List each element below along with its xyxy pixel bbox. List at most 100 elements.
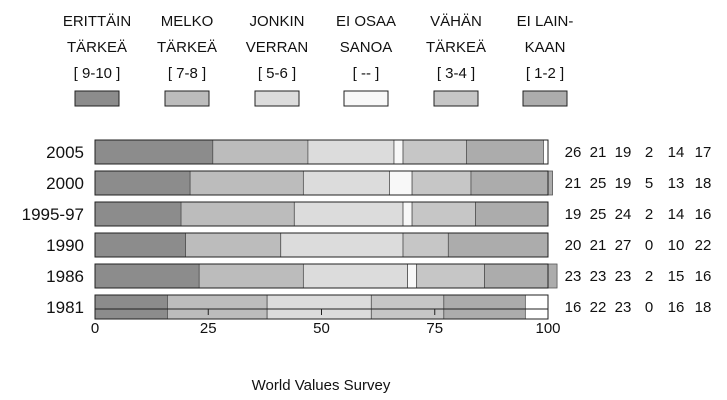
x-tick-label: 25 <box>200 320 217 337</box>
data-label: 23 <box>615 299 632 316</box>
data-label: 27 <box>615 237 632 254</box>
data-label: 25 <box>590 206 607 223</box>
data-label: 19 <box>615 175 632 192</box>
data-label: 15 <box>668 268 685 285</box>
category-label: 2000 <box>46 174 84 193</box>
bar-segment <box>389 170 413 196</box>
bar-segment <box>407 263 418 289</box>
legend-swatch <box>254 90 300 107</box>
bar-segment <box>180 201 295 227</box>
legend-label-line: VERRAN <box>246 39 309 56</box>
bar-segment <box>94 232 186 258</box>
data-label: 20 <box>565 237 582 254</box>
data-label: 16 <box>695 268 712 285</box>
legend-label-line: TÄRKEÄ <box>157 39 217 56</box>
x-tick-label: 75 <box>426 320 443 337</box>
bar-segment <box>185 232 282 258</box>
legend-label-line: EI LAIN- <box>517 13 574 30</box>
data-label: 21 <box>590 144 607 161</box>
bar-segment <box>280 232 404 258</box>
data-label: 18 <box>695 299 712 316</box>
data-label: 17 <box>695 144 712 161</box>
data-label: 5 <box>645 175 653 192</box>
bar-segment <box>411 201 476 227</box>
data-label: 24 <box>615 206 632 223</box>
bar-outline <box>94 263 549 289</box>
data-label: 23 <box>590 268 607 285</box>
data-label: 22 <box>695 237 712 254</box>
bar-segment <box>475 201 549 227</box>
legend-label-line: TÄRKEÄ <box>426 39 486 56</box>
category-label: 1981 <box>46 298 84 317</box>
data-label: 2 <box>645 144 653 161</box>
legend-label-line: [ 1-2 ] <box>526 65 564 82</box>
bar-segment <box>370 294 445 320</box>
bar-segment <box>402 232 449 258</box>
legend-label-line: VÄHÄN <box>430 13 482 30</box>
bar-segment <box>416 263 485 289</box>
legend-swatch <box>74 90 120 107</box>
data-label: 19 <box>565 206 582 223</box>
data-label: 19 <box>615 144 632 161</box>
data-label: 16 <box>565 299 582 316</box>
legend-label-line: [ 3-4 ] <box>437 65 475 82</box>
legend-label-line: SANOA <box>340 39 393 56</box>
bar-segment <box>402 139 467 165</box>
bar-segment <box>94 139 214 165</box>
bar-segment <box>266 294 372 320</box>
category-label: 1986 <box>46 267 84 286</box>
legend-label-line: KAAN <box>525 39 566 56</box>
bar-segment <box>447 232 549 258</box>
category-label: 1990 <box>46 236 84 255</box>
bar-segment <box>198 263 304 289</box>
bar-segment <box>443 294 526 320</box>
category-label: 1995-97 <box>22 205 84 224</box>
data-label: 18 <box>695 175 712 192</box>
data-label: 23 <box>565 268 582 285</box>
data-label: 0 <box>645 299 653 316</box>
data-label: 10 <box>668 237 685 254</box>
data-label: 16 <box>668 299 685 316</box>
legend-label-line: JONKIN <box>249 13 304 30</box>
bar-segment <box>466 139 544 165</box>
data-label: 13 <box>668 175 685 192</box>
bar-segment <box>293 201 404 227</box>
legend-label-line: [ -- ] <box>353 65 380 82</box>
x-axis-title: World Values Survey <box>252 377 391 394</box>
x-tick-label: 50 <box>313 320 330 337</box>
data-label: 16 <box>695 206 712 223</box>
bar-segment <box>302 170 390 196</box>
data-label: 14 <box>668 206 685 223</box>
data-label: 14 <box>668 144 685 161</box>
legend-label-line: [ 9-10 ] <box>74 65 121 82</box>
legend-swatch <box>522 90 568 107</box>
bar-segment <box>411 170 472 196</box>
x-tick-label: 100 <box>535 320 560 337</box>
bar-segment <box>94 294 168 320</box>
legend-label-line: EI OSAA <box>336 13 396 30</box>
bar-outline <box>94 294 549 320</box>
bar-outline <box>94 232 549 258</box>
legend-label-line: [ 5-6 ] <box>258 65 296 82</box>
data-label: 22 <box>590 299 607 316</box>
data-label: 25 <box>590 175 607 192</box>
legend-swatch <box>343 90 389 107</box>
data-label: 0 <box>645 237 653 254</box>
legend-swatch <box>433 90 479 107</box>
bar-segment <box>470 170 553 196</box>
legend-label-line: TÄRKEÄ <box>67 39 127 56</box>
data-label: 21 <box>590 237 607 254</box>
bar-outline <box>94 201 549 227</box>
data-label: 21 <box>565 175 582 192</box>
bar-segment <box>484 263 558 289</box>
bar-segment <box>402 201 413 227</box>
bar-segment <box>94 170 191 196</box>
bar-segment <box>189 170 304 196</box>
bar-segment <box>393 139 404 165</box>
x-tick-label: 0 <box>91 320 99 337</box>
bar-segment <box>302 263 408 289</box>
data-label: 23 <box>615 268 632 285</box>
legend-label-line: [ 7-8 ] <box>168 65 206 82</box>
